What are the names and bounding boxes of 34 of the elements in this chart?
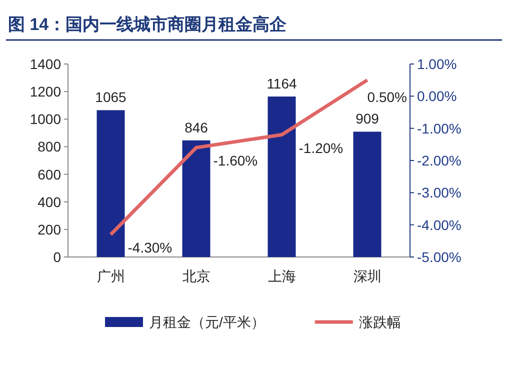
y-tick-label: 1400 bbox=[30, 56, 62, 72]
bar bbox=[353, 132, 382, 257]
data-label: -1.20% bbox=[298, 140, 344, 156]
y-tick-label: 800 bbox=[38, 138, 62, 155]
x-tick-label: 广州 bbox=[96, 268, 125, 284]
legend-label: 月租金（元/平米） bbox=[149, 314, 265, 330]
x-tick-label: 北京 bbox=[182, 268, 210, 284]
x-tick-label: 上海 bbox=[268, 268, 296, 284]
y2-tick-label: 1.00% bbox=[417, 56, 457, 72]
data-label: 1164 bbox=[266, 76, 298, 92]
data-label: -4.30% bbox=[128, 239, 172, 256]
data-label: 1065 bbox=[95, 89, 127, 106]
y-tick-label: 1000 bbox=[30, 111, 62, 128]
y2-tick-label: -4.00% bbox=[417, 216, 462, 233]
y2-tick-label: 0.00% bbox=[417, 88, 457, 104]
y-tick-label: 0 bbox=[53, 249, 62, 265]
data-label: 846 bbox=[184, 119, 208, 136]
data-label: -1.60% bbox=[213, 152, 258, 169]
data-label: 909 bbox=[356, 110, 380, 127]
x-tick-label: 深圳 bbox=[353, 268, 382, 284]
y-tick-label: 600 bbox=[38, 166, 62, 182]
y-tick-label: 1200 bbox=[30, 84, 62, 100]
bar bbox=[96, 110, 125, 257]
bar bbox=[268, 96, 296, 257]
y-tick-label: 200 bbox=[38, 221, 62, 238]
y-tick-label: 400 bbox=[38, 194, 62, 210]
y2-tick-label: -5.00% bbox=[417, 249, 462, 265]
y2-tick-label: -1.00% bbox=[417, 120, 462, 136]
chart-title: 图 14：国内一线城市商圈月租金高企 bbox=[8, 15, 288, 34]
y2-tick-label: -2.00% bbox=[417, 152, 462, 168]
bar bbox=[182, 140, 210, 257]
y2-tick-label: -3.00% bbox=[417, 184, 462, 201]
legend-label: 涨跌幅 bbox=[358, 314, 401, 330]
data-label: 0.50% bbox=[367, 89, 407, 106]
